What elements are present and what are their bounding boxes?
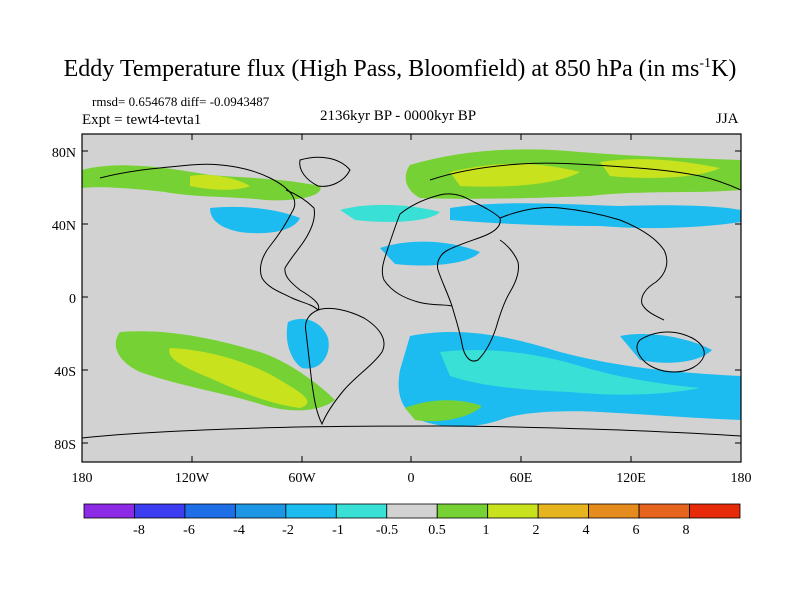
lat-label: 80S [54,438,76,453]
colorbar-label: 8 [683,523,690,538]
colorbar-swatch [335,503,388,519]
colorbar-swatch [134,503,186,519]
axis-ticks [81,134,742,462]
colorbar-label: -1 [332,523,344,538]
axis-labels: 80N 40N 0 40S 80S 180 120W 60W 0 60E 120… [52,146,752,486]
colorbar-swatch [285,503,337,519]
antarctica-coast [82,425,741,439]
colorbar-swatch [83,503,135,519]
north-america-coast [99,163,320,311]
australia-coast [636,331,705,373]
asia-coast [499,207,668,321]
lon-label: 60E [510,471,533,486]
colorbar-label: 1 [483,523,490,538]
colorbar-label: 0.5 [428,523,446,538]
colorbar-swatch [537,503,590,519]
colorbar-label: 2 [533,523,540,538]
experiment-label: Expt = tewt4-tevta1 [82,112,202,128]
north-america-negative-band [210,206,300,234]
australia-negative [620,333,712,363]
lat-label: 40N [52,219,76,234]
colorbar-swatch [234,503,287,519]
colorbar-swatch [638,503,690,519]
north-america-yellow-core [190,174,250,190]
colorbar-label: -4 [233,523,245,538]
colorbar [83,503,741,519]
rmsd-stats: rmsd= 0.654678 diff= -0.0943487 [92,94,270,109]
colorbar-swatch [689,503,741,519]
lon-label: 120E [616,471,646,486]
greenland-coast [299,156,351,187]
south-pacific-yellow-core [169,348,308,408]
colorbar-swatch [436,503,489,519]
map-title: Eddy Temperature flux (High Pass, Bloomf… [63,56,737,82]
africa-west-coast [381,213,453,307]
coastlines [82,156,741,439]
colorbar-labels: -8 -6 -4 -2 -1 -0.5 0.5 1 2 4 6 8 [133,523,689,538]
eurasia-negative-band [450,203,741,229]
colorbar-swatch [487,503,539,519]
lat-label: 0 [69,292,76,307]
colorbar-label: 6 [633,523,640,538]
anomaly-field [82,134,741,462]
colorbar-label: -8 [133,523,145,538]
siberia-yellow-core [600,159,720,178]
europe-africa-coast [399,193,519,362]
lon-label: 0 [408,471,415,486]
north-africa-negative [380,241,480,266]
lon-label: 120W [175,471,210,486]
lon-label: 60W [288,471,316,486]
northern-eurasia-coast [429,162,741,191]
period-label: 2136kyr BP - 0000kyr BP [320,108,477,124]
south-america-coast [305,307,385,426]
lon-label: 180 [731,471,752,486]
lon-label: 180 [72,471,93,486]
southern-ocean-cyan-band [440,349,700,395]
season-label: JJA [716,111,739,127]
south-atlantic-positive [405,400,482,422]
colorbar-label: 4 [583,523,590,538]
eurasia-yellow-core [450,163,580,187]
colorbar-label: -2 [282,523,294,538]
colorbar-swatch [386,503,438,519]
colorbar-swatch [184,503,236,519]
lat-label: 80N [52,146,76,161]
atlantic-negative [340,204,440,222]
colorbar-label: -0.5 [376,523,398,538]
colorbar-swatch [588,503,640,519]
colorbar-label: -6 [183,523,195,538]
lat-label: 40S [54,365,76,380]
